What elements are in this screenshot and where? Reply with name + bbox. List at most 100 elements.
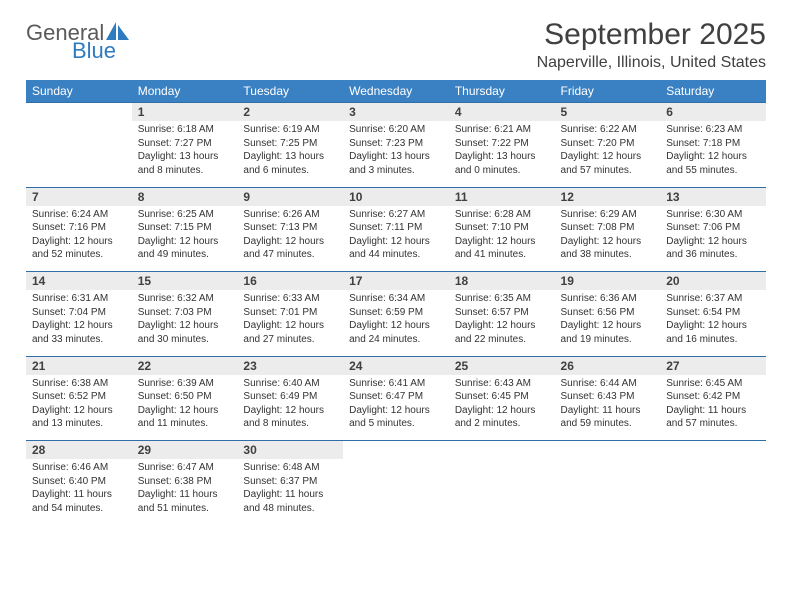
sunset-text: Sunset: 7:10 PM [455, 221, 549, 235]
daylight-text-1: Daylight: 12 hours [455, 235, 549, 249]
sunset-text: Sunset: 7:13 PM [243, 221, 337, 235]
page: General Blue September 2025 Naperville, … [0, 0, 792, 543]
day-cell: Sunrise: 6:19 AMSunset: 7:25 PMDaylight:… [237, 121, 343, 187]
daylight-text-2: and 2 minutes. [455, 417, 549, 431]
sunrise-text: Sunrise: 6:47 AM [138, 461, 232, 475]
daylight-text-1: Daylight: 13 hours [455, 150, 549, 164]
daylight-text-2: and 41 minutes. [455, 248, 549, 262]
daylight-text-1: Daylight: 12 hours [561, 319, 655, 333]
weekday-header: Monday [132, 80, 238, 103]
sunset-text: Sunset: 6:57 PM [455, 306, 549, 320]
sunset-text: Sunset: 7:18 PM [666, 137, 760, 151]
logo: General Blue [26, 18, 130, 62]
daylight-text-2: and 24 minutes. [349, 333, 443, 347]
day-number: 7 [26, 187, 132, 206]
day-cell: Sunrise: 6:45 AMSunset: 6:42 PMDaylight:… [660, 375, 766, 441]
sunset-text: Sunset: 6:42 PM [666, 390, 760, 404]
day-cell-empty [660, 459, 766, 525]
day-cell: Sunrise: 6:25 AMSunset: 7:15 PMDaylight:… [132, 206, 238, 272]
daylight-text-2: and 55 minutes. [666, 164, 760, 178]
day-body-row: Sunrise: 6:46 AMSunset: 6:40 PMDaylight:… [26, 459, 766, 525]
sunrise-text: Sunrise: 6:22 AM [561, 123, 655, 137]
daylight-text-2: and 47 minutes. [243, 248, 337, 262]
daylight-text-2: and 0 minutes. [455, 164, 549, 178]
sunset-text: Sunset: 7:03 PM [138, 306, 232, 320]
daylight-text-1: Daylight: 12 hours [666, 235, 760, 249]
day-cell-empty [343, 459, 449, 525]
day-number-empty [660, 441, 766, 460]
sunrise-text: Sunrise: 6:48 AM [243, 461, 337, 475]
day-cell-empty [449, 459, 555, 525]
weekday-header: Tuesday [237, 80, 343, 103]
sunrise-text: Sunrise: 6:37 AM [666, 292, 760, 306]
daylight-text-2: and 59 minutes. [561, 417, 655, 431]
daylight-text-2: and 57 minutes. [561, 164, 655, 178]
daylight-text-2: and 16 minutes. [666, 333, 760, 347]
sunrise-text: Sunrise: 6:43 AM [455, 377, 549, 391]
sunrise-text: Sunrise: 6:32 AM [138, 292, 232, 306]
day-number: 17 [343, 272, 449, 291]
day-cell: Sunrise: 6:46 AMSunset: 6:40 PMDaylight:… [26, 459, 132, 525]
day-number-empty [26, 103, 132, 122]
weekday-header: Wednesday [343, 80, 449, 103]
day-number: 6 [660, 103, 766, 122]
daylight-text-2: and 8 minutes. [243, 417, 337, 431]
sunrise-text: Sunrise: 6:25 AM [138, 208, 232, 222]
sunset-text: Sunset: 6:43 PM [561, 390, 655, 404]
day-number: 24 [343, 356, 449, 375]
daylight-text-2: and 19 minutes. [561, 333, 655, 347]
daylight-text-1: Daylight: 12 hours [666, 150, 760, 164]
day-cell: Sunrise: 6:37 AMSunset: 6:54 PMDaylight:… [660, 290, 766, 356]
day-number: 25 [449, 356, 555, 375]
day-cell: Sunrise: 6:36 AMSunset: 6:56 PMDaylight:… [555, 290, 661, 356]
day-number: 8 [132, 187, 238, 206]
daylight-text-1: Daylight: 12 hours [561, 235, 655, 249]
daylight-text-1: Daylight: 12 hours [138, 235, 232, 249]
daylight-text-1: Daylight: 11 hours [32, 488, 126, 502]
day-number-empty [343, 441, 449, 460]
day-cell: Sunrise: 6:22 AMSunset: 7:20 PMDaylight:… [555, 121, 661, 187]
day-number-row: 78910111213 [26, 187, 766, 206]
sunrise-text: Sunrise: 6:45 AM [666, 377, 760, 391]
day-cell: Sunrise: 6:43 AMSunset: 6:45 PMDaylight:… [449, 375, 555, 441]
sunset-text: Sunset: 7:04 PM [32, 306, 126, 320]
day-cell: Sunrise: 6:47 AMSunset: 6:38 PMDaylight:… [132, 459, 238, 525]
sunset-text: Sunset: 6:37 PM [243, 475, 337, 489]
day-body-row: Sunrise: 6:18 AMSunset: 7:27 PMDaylight:… [26, 121, 766, 187]
sunrise-text: Sunrise: 6:24 AM [32, 208, 126, 222]
sunset-text: Sunset: 7:27 PM [138, 137, 232, 151]
day-number-row: 14151617181920 [26, 272, 766, 291]
daylight-text-2: and 49 minutes. [138, 248, 232, 262]
calendar-table: SundayMondayTuesdayWednesdayThursdayFrid… [26, 80, 766, 525]
daylight-text-1: Daylight: 13 hours [138, 150, 232, 164]
sunrise-text: Sunrise: 6:40 AM [243, 377, 337, 391]
sunset-text: Sunset: 6:52 PM [32, 390, 126, 404]
daylight-text-2: and 6 minutes. [243, 164, 337, 178]
day-number: 30 [237, 441, 343, 460]
sunrise-text: Sunrise: 6:33 AM [243, 292, 337, 306]
day-number: 2 [237, 103, 343, 122]
sunset-text: Sunset: 7:23 PM [349, 137, 443, 151]
weekday-header: Friday [555, 80, 661, 103]
daylight-text-2: and 30 minutes. [138, 333, 232, 347]
sunset-text: Sunset: 6:50 PM [138, 390, 232, 404]
daylight-text-1: Daylight: 12 hours [243, 319, 337, 333]
day-cell: Sunrise: 6:35 AMSunset: 6:57 PMDaylight:… [449, 290, 555, 356]
daylight-text-2: and 48 minutes. [243, 502, 337, 516]
sunrise-text: Sunrise: 6:27 AM [349, 208, 443, 222]
daylight-text-2: and 44 minutes. [349, 248, 443, 262]
day-number: 9 [237, 187, 343, 206]
daylight-text-1: Daylight: 12 hours [455, 404, 549, 418]
sunset-text: Sunset: 6:45 PM [455, 390, 549, 404]
sunrise-text: Sunrise: 6:30 AM [666, 208, 760, 222]
sunrise-text: Sunrise: 6:28 AM [455, 208, 549, 222]
daylight-text-1: Daylight: 12 hours [349, 319, 443, 333]
sunset-text: Sunset: 6:40 PM [32, 475, 126, 489]
daylight-text-1: Daylight: 12 hours [666, 319, 760, 333]
sunrise-text: Sunrise: 6:34 AM [349, 292, 443, 306]
day-number-empty [555, 441, 661, 460]
day-number: 28 [26, 441, 132, 460]
day-number-row: 123456 [26, 103, 766, 122]
day-number: 22 [132, 356, 238, 375]
day-cell: Sunrise: 6:31 AMSunset: 7:04 PMDaylight:… [26, 290, 132, 356]
